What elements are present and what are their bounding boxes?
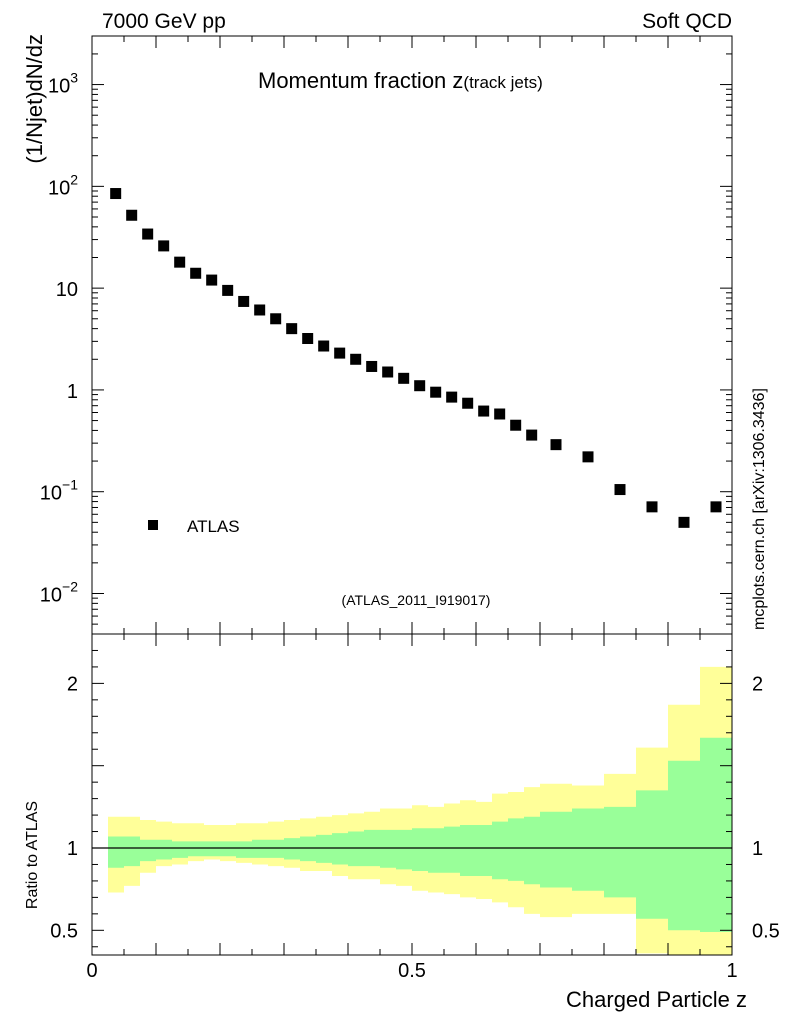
data-point xyxy=(158,240,170,252)
data-point xyxy=(382,366,394,378)
data-point xyxy=(510,419,522,431)
data-point xyxy=(334,347,346,359)
data-point xyxy=(302,333,314,345)
ratio-tick-label-left: 2 xyxy=(67,673,78,695)
legend-label-atlas: ATLAS xyxy=(187,517,240,536)
main-title-z: z xyxy=(452,68,463,93)
band-statistical-uncertainty xyxy=(108,737,732,932)
data-point xyxy=(126,209,138,221)
ratio-y-ticks: 0.5 0.5 1 1 2 2 xyxy=(50,633,780,948)
data-point xyxy=(446,391,458,403)
y-tick-label-base: 10 xyxy=(48,177,70,199)
data-point xyxy=(414,380,426,392)
data-point xyxy=(238,295,250,307)
watermark: mcplots.cern.ch [arXiv:1306.3436] xyxy=(751,388,768,630)
y-tick-label: 10−1 xyxy=(40,477,78,505)
y-tick-label-base: 10 xyxy=(40,483,62,505)
ratio-tick-label-right: 1 xyxy=(752,838,763,860)
header-left: 7000 GeV pp xyxy=(102,10,226,33)
data-point xyxy=(398,372,410,384)
main-panel-frame xyxy=(91,35,733,635)
data-point xyxy=(254,304,266,316)
data-point xyxy=(110,188,122,200)
data-point xyxy=(430,386,442,398)
data-point xyxy=(366,360,378,372)
data-point xyxy=(190,267,202,279)
data-point xyxy=(678,516,690,528)
x-tick-label: 1 xyxy=(726,960,737,982)
legend-marker-atlas xyxy=(148,520,158,530)
data-point xyxy=(222,284,234,296)
data-point xyxy=(174,256,186,268)
data-point xyxy=(142,228,154,240)
data-point xyxy=(646,501,658,513)
data-point xyxy=(286,323,298,335)
data-point xyxy=(550,439,562,451)
ratio-tick-label-left: 0.5 xyxy=(50,920,78,942)
ratio-tick-label-right: 0.5 xyxy=(752,920,780,942)
y-tick-label: 10−2 xyxy=(40,578,78,606)
data-point xyxy=(350,353,362,365)
data-point xyxy=(318,340,330,352)
atlas-markers xyxy=(110,188,722,528)
header-right: Soft QCD xyxy=(642,10,732,33)
x-ticks: 0 0.5 1 xyxy=(86,36,738,982)
analysis-label: (ATLAS_2011_I919017) xyxy=(342,592,491,608)
main-title-text: Momentum fraction xyxy=(258,68,452,93)
data-point xyxy=(614,484,626,496)
main-title-sub: (track jets) xyxy=(463,73,542,92)
data-point xyxy=(526,429,538,441)
ratio-bands xyxy=(108,666,732,955)
x-tick-label: 0 xyxy=(86,960,97,982)
y-tick-label-base: 10 xyxy=(48,76,70,98)
y-tick-label: 103 xyxy=(48,70,78,98)
ratio-y-label: Ratio to ATLAS xyxy=(24,801,41,909)
x-axis-label: Charged Particle z xyxy=(566,987,747,1012)
main-title: Momentum fraction z(track jets) xyxy=(258,68,543,93)
data-point xyxy=(206,274,218,286)
x-tick-label: 0.5 xyxy=(398,960,426,982)
ratio-panel: 0.5 0.51 12 2 0 0.5 1 Ratio to ATLAS Charged … xyxy=(24,36,780,1012)
y-tick-label-exponent: −2 xyxy=(62,578,78,594)
ratio-tick-label-right: 2 xyxy=(752,673,763,695)
y-tick-label-exponent: 2 xyxy=(70,171,78,187)
data-point xyxy=(478,405,490,417)
y-tick-label-exponent: 3 xyxy=(70,70,78,86)
ratio-tick-label-left: 1 xyxy=(67,838,78,860)
data-point xyxy=(270,313,282,325)
y-tick-label-base: 10 xyxy=(40,584,62,606)
data-point xyxy=(462,397,474,409)
data-point xyxy=(494,408,506,420)
y-tick-label-base: 1 xyxy=(67,381,78,403)
y-tick-label: 102 xyxy=(48,171,78,199)
y-tick-label-base: 10 xyxy=(56,279,78,301)
y-tick-label-exponent: −1 xyxy=(62,477,78,493)
y-tick-label: 10 xyxy=(56,279,78,301)
data-point xyxy=(582,451,594,463)
main-y-label: (1/Njet)dN/dz xyxy=(22,34,47,164)
y-tick-label: 1 xyxy=(67,381,78,403)
data-point xyxy=(710,501,722,513)
